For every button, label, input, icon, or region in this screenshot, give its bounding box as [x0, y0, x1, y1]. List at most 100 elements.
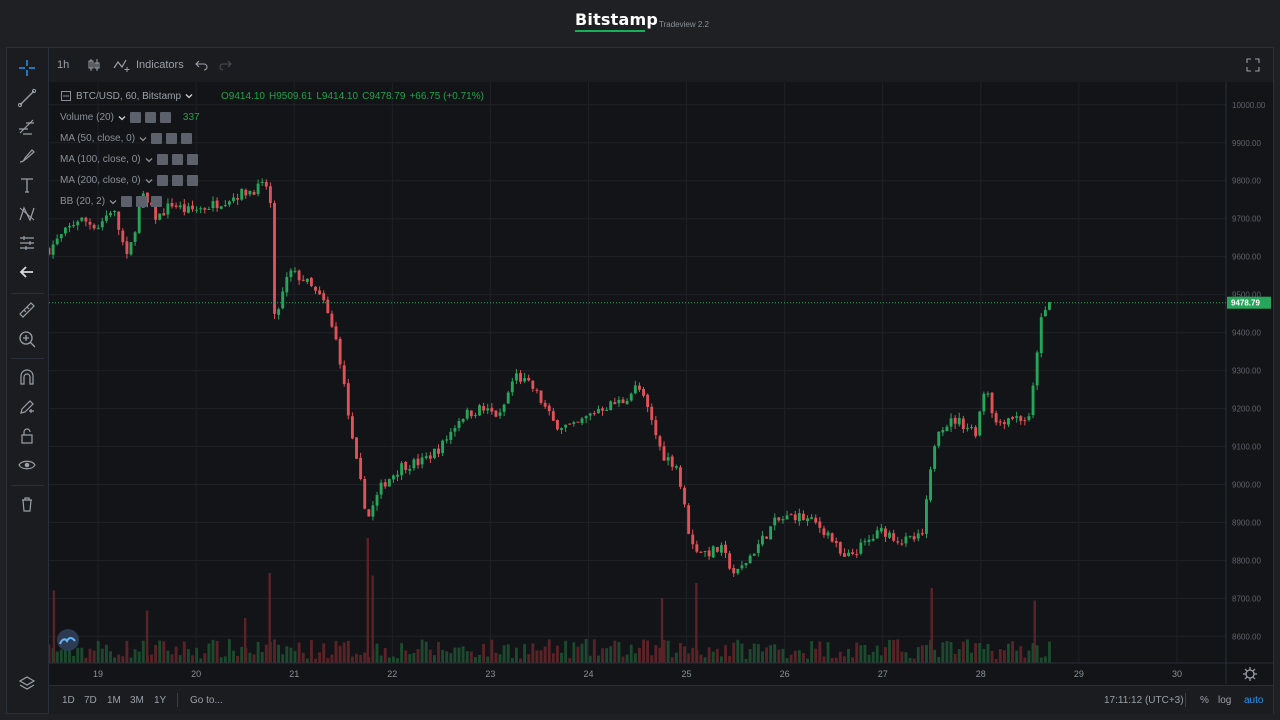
trash-icon[interactable] [15, 492, 39, 516]
study-legend-ma200[interactable]: MA (200, close, 0) [60, 175, 198, 186]
crosshair-icon[interactable] [15, 56, 39, 80]
range-1d-button[interactable]: 1D [62, 694, 75, 706]
range-3m-button[interactable]: 3M [130, 694, 144, 706]
range-7d-button[interactable]: 7D [84, 694, 97, 706]
candle-body [761, 535, 764, 545]
fullscreen-icon[interactable] [1245, 48, 1261, 82]
volume-spike-bar [1033, 600, 1036, 663]
candle-body [658, 436, 662, 447]
chevron-down-icon[interactable] [185, 92, 193, 100]
zoom-in-icon[interactable] [15, 327, 39, 351]
study-visibility-icon[interactable] [171, 154, 183, 165]
eye-icon[interactable] [15, 453, 39, 477]
fib-tools-icon[interactable] [15, 115, 39, 139]
study-visibility-icon[interactable] [144, 112, 156, 123]
study-legend-ma50[interactable]: MA (50, close, 0) [60, 133, 193, 144]
range-1y-button[interactable]: 1Y [154, 694, 167, 706]
candle-body [387, 479, 391, 487]
study-settings-icon[interactable] [151, 133, 163, 144]
magnet-icon[interactable] [15, 366, 39, 390]
candle-body [162, 213, 166, 216]
candle-body [301, 279, 305, 281]
study-remove-icon[interactable] [186, 154, 198, 165]
redo-icon[interactable] [218, 48, 232, 82]
candle-body [1007, 418, 1010, 425]
study-settings-icon[interactable] [129, 112, 141, 123]
text-tool-icon[interactable] [15, 173, 39, 197]
goto-button[interactable]: Go to... [190, 694, 223, 706]
pattern-icon[interactable] [15, 202, 39, 226]
tradingview-logo[interactable] [57, 629, 79, 651]
chevron-down-icon[interactable] [145, 177, 153, 185]
candle-body [994, 413, 998, 423]
volume-bar [293, 651, 297, 663]
time-tick-label: 26 [780, 669, 790, 679]
study-legend-bb[interactable]: BB (20, 2) [60, 196, 163, 207]
study-visibility-icon[interactable] [171, 175, 183, 186]
candle-body [273, 203, 276, 314]
range-1m-button[interactable]: 1M [107, 694, 121, 706]
undo-icon[interactable] [195, 48, 209, 82]
study-legend-volume[interactable]: Volume (20) 337 [60, 112, 200, 123]
candle-body [724, 544, 727, 554]
symbol-label[interactable]: BTC/USD, 60, Bitstamp [76, 90, 182, 102]
chevron-down-icon[interactable] [118, 114, 126, 122]
study-label: MA (100, close, 0) [60, 154, 141, 165]
candle-body [469, 410, 473, 417]
study-remove-icon[interactable] [186, 175, 198, 186]
indicators-button[interactable]: Indicators [113, 48, 184, 82]
volume-bar [703, 657, 707, 663]
candle-body [855, 554, 859, 556]
ruler-icon[interactable] [15, 298, 39, 322]
volume-bar [96, 640, 100, 663]
study-settings-icon[interactable] [121, 196, 133, 207]
candle-body [404, 462, 408, 471]
candle-body [916, 533, 920, 539]
price-chart[interactable]: 8600.00 8700.00 8800.00 8900.00 9000.00 9100.… [49, 82, 1273, 684]
volume-bar [117, 654, 121, 663]
volume-bar [592, 639, 596, 663]
volume-bar [63, 640, 67, 663]
volume-bar [929, 640, 932, 663]
study-legend-ma100[interactable]: MA (100, close, 0) [60, 154, 198, 165]
study-visibility-icon[interactable] [166, 133, 178, 144]
chevron-down-icon[interactable] [109, 198, 117, 206]
volume-bar [896, 639, 900, 663]
back-arrow-icon[interactable] [15, 260, 39, 284]
layers-icon[interactable] [15, 672, 39, 696]
prediction-icon[interactable] [15, 231, 39, 255]
symbol-settings-icon[interactable] [60, 90, 72, 102]
study-remove-icon[interactable] [159, 112, 171, 123]
volume-bar [605, 648, 609, 663]
study-remove-icon[interactable] [181, 133, 193, 144]
chevron-down-icon[interactable] [145, 156, 153, 164]
trend-line-icon[interactable] [15, 86, 39, 110]
percent-scale-button[interactable]: % [1200, 694, 1209, 706]
study-remove-icon[interactable] [151, 196, 163, 207]
brand-logo[interactable]: Bitstamp [575, 10, 659, 29]
study-settings-icon[interactable] [156, 154, 168, 165]
volume-bar [1043, 656, 1047, 663]
candle-body [605, 409, 609, 411]
log-scale-button[interactable]: log [1218, 694, 1232, 706]
study-visibility-icon[interactable] [136, 196, 148, 207]
study-settings-icon[interactable] [156, 175, 168, 186]
volume-bar [350, 656, 354, 663]
settings-icon[interactable] [1243, 667, 1257, 681]
candle-body [391, 475, 395, 480]
volume-bar [650, 655, 654, 663]
candle-body [769, 526, 773, 540]
volume-bar [281, 654, 285, 663]
volume-bar [215, 641, 219, 663]
candle-body [601, 408, 604, 411]
chevron-down-icon[interactable] [139, 135, 147, 143]
stay-drawing-icon[interactable] [15, 395, 39, 419]
interval-button[interactable]: 1h [57, 59, 70, 71]
brush-icon[interactable] [15, 144, 39, 168]
lock-icon[interactable] [15, 424, 39, 448]
volume-bar [826, 642, 830, 663]
auto-scale-button[interactable]: auto [1244, 694, 1264, 706]
volume-spike-bar [243, 618, 247, 663]
candle-style-icon[interactable] [86, 48, 102, 82]
candle-body [970, 427, 973, 429]
